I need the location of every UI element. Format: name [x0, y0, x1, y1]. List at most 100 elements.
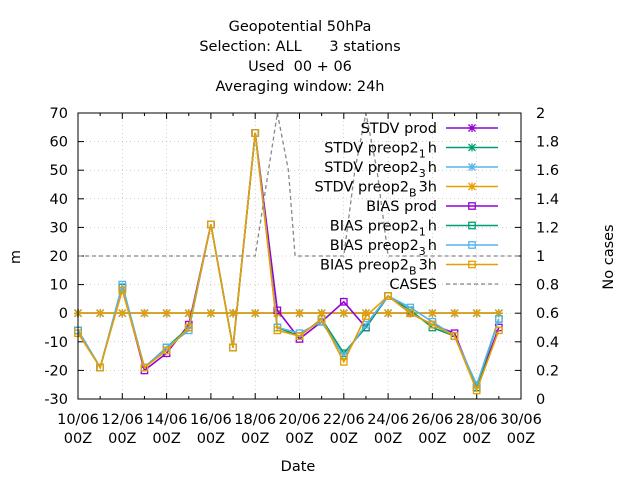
data-point	[450, 309, 459, 318]
series-bias-preop2-b-3h	[74, 129, 503, 395]
y-tick-label: 10	[50, 278, 68, 294]
axis-ticks: 10/06 00Z 12/06 00Z 14/06 00Z 16/06 00Z 18/06 00Z…	[44, 106, 559, 447]
y2-tick-label: 0.2	[536, 363, 559, 379]
y-tick-label: 50	[50, 163, 68, 179]
data-point	[184, 323, 193, 332]
data-point	[251, 129, 260, 137]
data-point	[273, 326, 282, 335]
x-tick-label: 24/06	[367, 412, 409, 428]
legend-item: STDV prod	[361, 121, 498, 137]
legend-marker	[468, 163, 476, 171]
title-line-2: Selection: ALL 3 stations	[199, 39, 400, 55]
x-tick-label: 26/06	[412, 412, 454, 428]
data-point	[406, 303, 415, 312]
legend-label: BIAS prod	[366, 199, 437, 215]
y2-tick-label: 0.8	[536, 278, 559, 294]
x-tick-label-time: 00Z	[285, 431, 313, 447]
legend-label: CASES	[389, 277, 437, 293]
x-tick-label: 22/06	[323, 412, 365, 428]
y2-tick-label: 0.4	[536, 335, 559, 351]
plot-frame	[77, 112, 522, 400]
series-stdv-preop2-b-3h	[74, 309, 503, 318]
data-point	[273, 306, 282, 315]
chart-title: Geopotential 50hPa Selection: ALL 3 stat…	[199, 19, 400, 95]
data-point	[339, 297, 348, 306]
x-tick-label: 18/06	[234, 412, 276, 428]
y2-tick-label: 0	[536, 392, 545, 408]
legend-item: BIAS prod	[366, 199, 498, 215]
x-tick-label-time: 00Z	[463, 431, 491, 447]
y2-tick-label: 1.4	[536, 192, 559, 208]
legend-marker	[468, 182, 476, 191]
data-point	[384, 309, 393, 318]
y-tick-label: 40	[50, 192, 68, 208]
legend-label: BIAS preop21 h	[330, 219, 437, 239]
y-tick-label: 20	[50, 249, 68, 265]
x-tick-label: 28/06	[456, 412, 498, 428]
data-point	[428, 320, 437, 329]
data-point	[428, 309, 437, 318]
y2-tick-label: 2	[536, 106, 545, 122]
data-point	[206, 309, 215, 318]
x-tick-label: 12/06	[101, 412, 143, 428]
x-tick-label: 14/06	[146, 412, 188, 428]
legend-item: STDV preop2B 3h	[314, 180, 498, 200]
data-point	[295, 309, 304, 318]
x-axis-label: Date	[281, 459, 316, 475]
data-point	[118, 286, 127, 295]
data-point	[140, 309, 149, 318]
y-tick-label: -20	[44, 363, 68, 379]
y-tick-label: 70	[50, 106, 68, 122]
legend-marker	[468, 124, 476, 132]
legend-label: STDV preop2B 3h	[314, 180, 437, 200]
x-tick-label-time: 00Z	[64, 431, 92, 447]
data-point	[317, 315, 326, 323]
title-line-4: Averaging window: 24h	[215, 79, 384, 95]
legend-marker	[468, 143, 476, 152]
legend-label: STDV preop21 h	[324, 141, 437, 161]
y2-tick-label: 1.8	[536, 135, 559, 151]
x-tick-label-time: 00Z	[374, 431, 402, 447]
x-tick-label-time: 00Z	[152, 431, 180, 447]
y2-tick-label: 1.2	[536, 220, 559, 236]
title-line-1: Geopotential 50hPa	[229, 19, 372, 35]
data-point	[472, 309, 481, 318]
x-tick-label: 30/06	[500, 412, 542, 428]
data-point	[339, 309, 348, 318]
y-tick-label: 30	[50, 220, 68, 236]
data-point	[362, 320, 370, 329]
legend-marker	[468, 221, 476, 230]
x-tick-label-time: 00Z	[197, 431, 225, 447]
legend-label: BIAS preop2B 3h	[320, 258, 437, 278]
y-axis-label: m	[8, 250, 24, 264]
y2-axis-label: No cases	[601, 224, 617, 289]
data-point	[162, 346, 171, 355]
data-point	[295, 332, 304, 340]
data-point	[362, 312, 370, 320]
data-point	[472, 380, 481, 389]
legend-item: BIAS preop2B 3h	[320, 258, 498, 278]
data-point	[384, 292, 392, 300]
data-point	[118, 309, 127, 318]
title-line-3: Used 00 + 06	[248, 59, 352, 75]
x-tick-label: 16/06	[190, 412, 232, 428]
x-tick-label-time: 00Z	[241, 431, 269, 447]
data-point	[251, 309, 260, 318]
legend-item: BIAS preop23 h	[330, 238, 498, 258]
y-tick-label: 60	[50, 135, 68, 151]
data-point	[339, 357, 348, 366]
data-point	[494, 326, 503, 335]
data-point	[494, 315, 503, 323]
data-point	[162, 309, 171, 318]
y2-tick-label: 1	[536, 249, 545, 265]
legend-item: STDV preop23 h	[324, 160, 498, 180]
data-point	[207, 220, 215, 229]
legend-label: STDV prod	[361, 121, 437, 137]
x-tick-label-time: 00Z	[330, 431, 358, 447]
y-tick-label: 0	[59, 306, 68, 322]
legend-item: STDV preop21 h	[324, 141, 498, 161]
legend-marker	[468, 241, 476, 249]
x-tick-label-time: 00Z	[108, 431, 136, 447]
